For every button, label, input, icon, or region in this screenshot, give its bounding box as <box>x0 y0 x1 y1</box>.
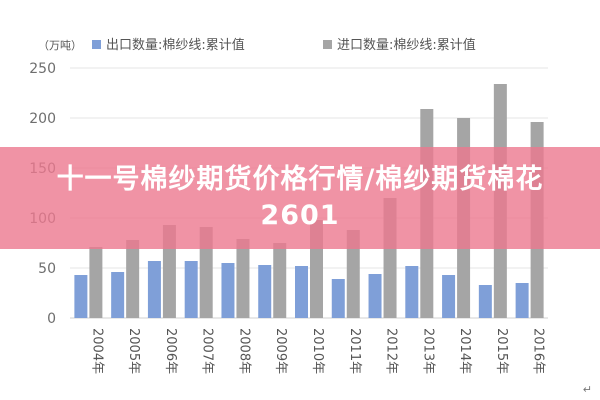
x-category-label: 2014年 <box>457 328 472 374</box>
x-category-label: 2009年 <box>273 328 288 374</box>
x-category-label: 2011年 <box>347 328 362 374</box>
x-category-label: 2015年 <box>494 328 509 374</box>
y-tick-label: 50 <box>38 261 56 277</box>
import-bar-2007年 <box>199 227 213 318</box>
x-axis-categories: 2004年 2005年 2006年 2007年 2008年 2009年 2010年 2011年… <box>89 328 545 374</box>
legend-label-export: 出口数量:棉纱线:累计值 <box>106 37 245 53</box>
legend-swatch-import <box>323 40 332 49</box>
banner-title: 十一号棉纱期货价格行情/棉纱期货棉花2601 <box>56 164 544 231</box>
legend-label-import: 进口数量:棉纱线:累计值 <box>337 37 476 53</box>
export-bar-2008年 <box>221 263 235 318</box>
x-category-label: 2007年 <box>200 328 215 374</box>
import-bar-2008年 <box>236 239 250 318</box>
export-bar-2016年 <box>515 283 529 318</box>
y-tick-label: 200 <box>29 111 56 127</box>
y-tick-label: 250 <box>29 61 56 77</box>
export-bar-2010年 <box>295 266 308 318</box>
legend-swatch-export <box>92 40 101 49</box>
title-banner: 十一号棉纱期货价格行情/棉纱期货棉花2601 <box>0 147 600 249</box>
x-category-label: 2006年 <box>163 328 178 374</box>
x-category-label: 2004年 <box>89 328 104 374</box>
import-bar-2005年 <box>126 240 140 318</box>
x-category-label: 2005年 <box>126 328 141 374</box>
export-bar-2005年 <box>111 272 125 318</box>
x-category-label: 2008年 <box>236 328 251 374</box>
export-bar-2013年 <box>405 266 419 318</box>
x-category-label: 2012年 <box>384 328 399 374</box>
export-bar-2006年 <box>147 261 161 318</box>
export-bar-2014年 <box>442 275 456 318</box>
export-bar-2007年 <box>184 261 198 318</box>
y-tick-label: 0 <box>47 311 56 327</box>
legend: （万吨） 出口数量:棉纱线:累计值 进口数量:棉纱线:累计值 <box>38 37 476 53</box>
export-bar-2011年 <box>331 279 345 318</box>
x-category-label: 2013年 <box>420 328 435 374</box>
import-bar-2004年 <box>89 247 103 318</box>
export-bar-2015年 <box>478 285 492 318</box>
export-bar-2012年 <box>368 274 382 318</box>
unit-label: （万吨） <box>38 39 82 52</box>
import-bar-2009年 <box>273 243 287 318</box>
x-category-label: 2010年 <box>310 328 325 374</box>
x-category-label: 2016年 <box>531 328 546 374</box>
import-bar-2011年 <box>346 230 360 318</box>
export-bar-2009年 <box>258 265 272 318</box>
export-bar-2004年 <box>74 275 88 318</box>
return-icon: ↵ <box>582 383 592 396</box>
